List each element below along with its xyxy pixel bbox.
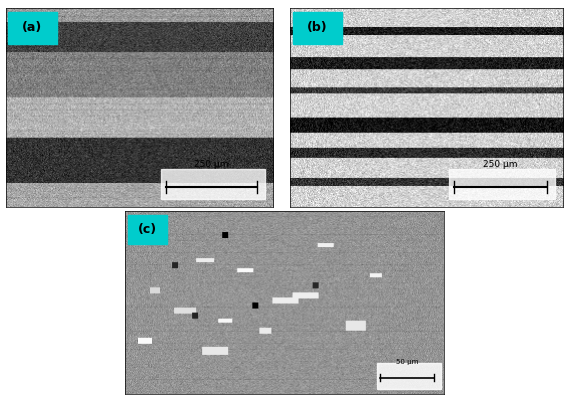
Text: (c): (c) <box>138 223 157 236</box>
Text: 250 μm: 250 μm <box>195 160 229 169</box>
Text: 250 μm: 250 μm <box>483 160 518 169</box>
Bar <box>161 169 265 199</box>
Bar <box>377 363 440 388</box>
Bar <box>448 169 555 199</box>
Bar <box>9 12 56 44</box>
Text: (a): (a) <box>22 21 43 34</box>
Bar <box>293 12 342 44</box>
Bar <box>129 215 167 244</box>
Text: (b): (b) <box>307 21 328 34</box>
Text: 50 μm: 50 μm <box>396 359 418 365</box>
